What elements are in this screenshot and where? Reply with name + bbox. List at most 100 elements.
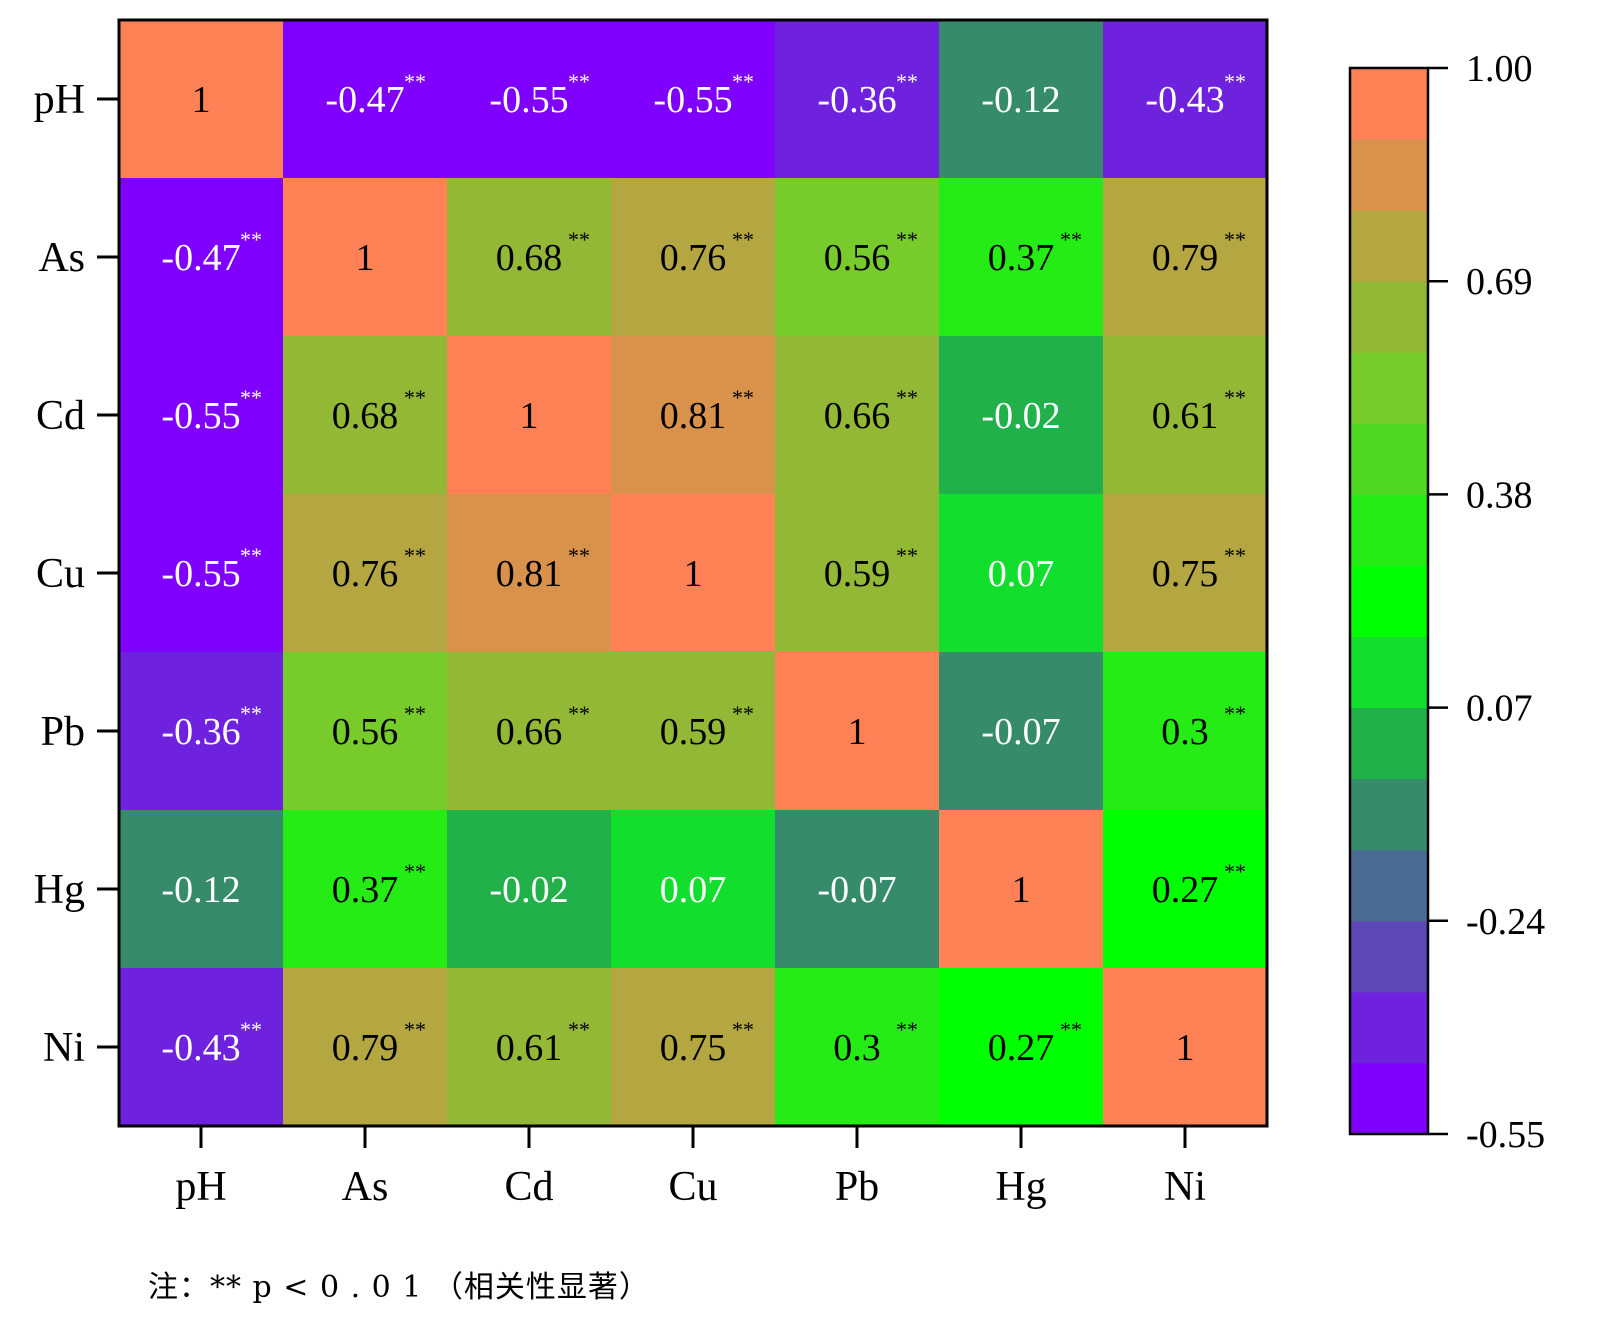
cell-value-label: -0.12 [981, 79, 1060, 121]
heatmap-cell-Cd-As [283, 336, 447, 494]
heatmap-cell-Cu-Cu [611, 494, 775, 652]
cell-value-label: 1 [1176, 1027, 1195, 1069]
colorbar-segment [1350, 281, 1428, 353]
axes: pH As Cd Cu Pb Hg Ni pH As Cd Cu Pb Hg Ni [34, 77, 1206, 1210]
cell-value-label: 0.37 [332, 869, 399, 911]
y-tick-label: Cd [36, 393, 85, 439]
cell-value-label: -0.12 [161, 869, 240, 911]
significance-marker: ** [896, 69, 918, 94]
heatmap-cell-Cd-Cd [447, 336, 611, 494]
x-tick-label: Hg [995, 1164, 1046, 1210]
colorbar-segment [1350, 707, 1428, 780]
cell-value-label: -0.36 [817, 79, 896, 121]
cell-value-label: 0.56 [332, 711, 399, 753]
significance-marker: ** [1224, 385, 1246, 410]
colorbar-tick-label: 0.38 [1466, 474, 1533, 516]
heatmap-cell-Ni-Cd [447, 968, 611, 1126]
heatmap-cell-Pb-Cu [611, 652, 775, 810]
significance-marker: ** [404, 701, 426, 726]
significance-marker: ** [404, 859, 426, 884]
colorbar-segment [1350, 1062, 1428, 1135]
heatmap-cell-Cd-Hg [939, 336, 1103, 494]
heatmap-cell-Pb-Ni [1103, 652, 1267, 810]
heatmap-cell-Hg-Cd [447, 810, 611, 968]
cell-value-label: 0.76 [660, 237, 727, 279]
heatmap-cell-Hg-pH [119, 810, 283, 968]
heatmap-cell-Ni-pH [119, 968, 283, 1126]
colorbar-tick-label: -0.55 [1466, 1114, 1545, 1156]
heatmap-cell-Cd-Ni [1103, 336, 1267, 494]
heatmap-cell-pH-As [283, 20, 447, 178]
significance-marker: ** [240, 1017, 262, 1042]
heatmap-cell-pH-pH [119, 20, 283, 178]
colorbar-segment [1350, 920, 1428, 993]
significance-marker: ** [896, 385, 918, 410]
heatmap-cell-Cd-pH [119, 336, 283, 494]
cell-value-label: -0.47 [325, 79, 404, 121]
significance-marker: ** [896, 227, 918, 252]
cell-value-label: -0.55 [653, 79, 732, 121]
cell-value-label: -0.07 [981, 711, 1060, 753]
heatmap-cell-Cu-Cd [447, 494, 611, 652]
colorbar-segment [1350, 636, 1428, 709]
heatmap-cell-Hg-Cu [611, 810, 775, 968]
cell-value-label: 0.66 [496, 711, 563, 753]
heatmap-cell-As-Hg [939, 178, 1103, 336]
significance-marker: ** [240, 543, 262, 568]
cell-value-label: -0.55 [161, 395, 240, 437]
cell-value-label: -0.47 [161, 237, 240, 279]
significance-marker: ** [1224, 859, 1246, 884]
heatmap-cell-As-Pb [775, 178, 939, 336]
heatmap-cell-As-pH [119, 178, 283, 336]
cell-value-label: 0.66 [824, 395, 891, 437]
heatmap-cell-As-Cd [447, 178, 611, 336]
heatmap-cell-As-As [283, 178, 447, 336]
significance-marker: ** [1224, 69, 1246, 94]
cell-value-label: -0.55 [489, 79, 568, 121]
heatmap-cell-Ni-Pb [775, 968, 939, 1126]
cell-value-label: 0.59 [824, 553, 891, 595]
cell-value-label: 0.79 [332, 1027, 399, 1069]
significance-marker: ** [1224, 701, 1246, 726]
heatmap-cell-Ni-Hg [939, 968, 1103, 1126]
significance-note: 注：** p < 0 . 0 1 （相关性显著） [148, 1270, 650, 1305]
heatmap-cell-pH-Hg [939, 20, 1103, 178]
colorbar-tick-label: -0.24 [1466, 901, 1545, 943]
significance-marker: ** [568, 701, 590, 726]
cell-value-label: 0.27 [988, 1027, 1055, 1069]
cell-value-label: 0.81 [660, 395, 727, 437]
cell-value-label: -0.43 [161, 1027, 240, 1069]
significance-marker: ** [568, 69, 590, 94]
heatmap-cell-Pb-As [283, 652, 447, 810]
significance-marker: ** [896, 543, 918, 568]
significance-marker: ** [732, 701, 754, 726]
colorbar-segment [1350, 494, 1428, 566]
cell-value-label: 0.07 [660, 869, 727, 911]
cell-value-label: 0.59 [660, 711, 727, 753]
significance-marker: ** [1060, 1017, 1082, 1042]
heatmap-cell-As-Ni [1103, 178, 1267, 336]
cell-value-label: -0.02 [489, 869, 568, 911]
heatmap-cell-pH-Ni [1103, 20, 1267, 178]
cell-value-label: 0.27 [1152, 869, 1219, 911]
significance-marker: ** [732, 227, 754, 252]
cell-value-label: -0.02 [981, 395, 1060, 437]
heatmap-cell-Cu-Hg [939, 494, 1103, 652]
x-tick-label: Cd [504, 1164, 553, 1210]
significance-marker: ** [404, 69, 426, 94]
significance-marker: ** [568, 1017, 590, 1042]
cell-value-label: 0.3 [1161, 711, 1209, 753]
y-tick-label: As [38, 235, 85, 281]
y-tick-label: Pb [41, 709, 85, 755]
heatmap-cell-Hg-Hg [939, 810, 1103, 968]
heatmap-cell-Ni-As [283, 968, 447, 1126]
significance-marker: ** [568, 543, 590, 568]
colorbar-tick-label: 1.00 [1466, 48, 1533, 90]
colorbar-segment [1350, 352, 1428, 424]
cell-value-label: 0.75 [1152, 553, 1219, 595]
heatmap-cell-Cd-Cu [611, 336, 775, 494]
significance-marker: ** [732, 69, 754, 94]
heatmap-cell-Cu-Ni [1103, 494, 1267, 652]
significance-marker: ** [240, 701, 262, 726]
cell-value-label: 0.81 [496, 553, 563, 595]
